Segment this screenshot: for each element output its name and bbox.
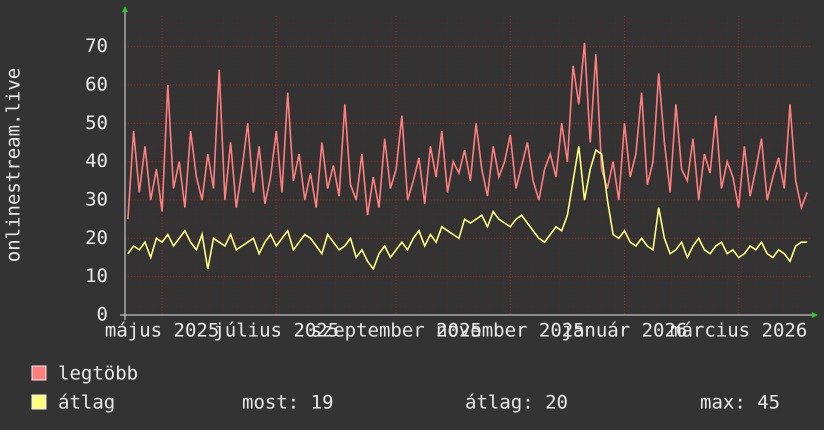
y-tick-label: 40 [85, 150, 108, 172]
y-tick-label: 0 [97, 304, 108, 326]
x-arrow [812, 312, 818, 318]
y-tick-label: 60 [85, 74, 108, 96]
summary-avg: átlag: 20 [465, 392, 568, 414]
x-tick-label: március 2026 [670, 320, 807, 342]
x-tick-label: január 2026 [562, 320, 688, 342]
y-tick-label: 50 [85, 112, 108, 134]
x-tick-label: november 2025 [436, 320, 585, 342]
legend-swatch [31, 394, 47, 410]
y-arrow [122, 6, 128, 12]
legend-label: legtöbb [58, 363, 138, 385]
y-tick-label: 10 [85, 265, 108, 287]
x-tick-label: július 2025 [213, 320, 339, 342]
summary-max: max: 45 [700, 392, 780, 414]
x-tick-label: szeptember 2025 [310, 320, 482, 342]
series-line [127, 42, 808, 220]
legend-swatch [31, 365, 47, 381]
x-tick-label: május 2025 [105, 320, 219, 342]
series-line [127, 146, 808, 271]
legend-label: átlag [58, 392, 115, 414]
y-tick-label: 20 [85, 227, 108, 249]
y-tick-label: 30 [85, 189, 108, 211]
y-axis-label: onlinestream.live [3, 68, 25, 262]
summary-now: most: 19 [242, 392, 334, 414]
y-tick-label: 70 [85, 35, 108, 57]
